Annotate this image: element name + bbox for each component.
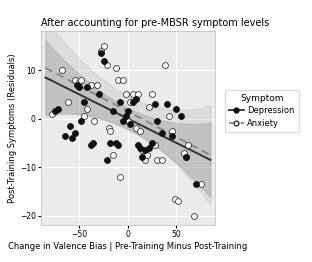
Point xyxy=(125,109,130,113)
Point xyxy=(79,119,84,123)
Point xyxy=(82,100,87,104)
Point xyxy=(150,141,155,145)
Point xyxy=(137,146,142,150)
Point xyxy=(127,121,132,125)
Point xyxy=(166,114,171,118)
Point xyxy=(101,58,106,63)
Point xyxy=(169,134,174,138)
Point xyxy=(104,63,109,67)
Point xyxy=(65,100,70,104)
Point xyxy=(153,143,158,148)
Point xyxy=(53,109,58,113)
Point xyxy=(182,150,187,155)
Point xyxy=(135,143,140,148)
Point xyxy=(94,83,99,87)
Point xyxy=(89,83,94,87)
Point xyxy=(75,83,80,87)
Point xyxy=(135,92,140,96)
Point xyxy=(172,196,177,201)
Point xyxy=(69,136,74,140)
Point xyxy=(72,78,77,82)
Point xyxy=(147,146,152,150)
Point xyxy=(56,107,61,111)
Point xyxy=(114,141,119,145)
Point xyxy=(143,158,148,162)
Point xyxy=(120,78,125,82)
Point xyxy=(130,100,135,104)
Legend: Depression, Anxiety: Depression, Anxiety xyxy=(225,90,299,132)
Point xyxy=(104,158,109,162)
Point xyxy=(186,143,191,148)
Point xyxy=(198,182,203,186)
Text: After accounting for pre-MBSR symptom levels: After accounting for pre-MBSR symptom le… xyxy=(41,18,269,28)
Point xyxy=(140,155,145,160)
Point xyxy=(114,66,119,70)
Point xyxy=(127,100,132,104)
Point xyxy=(101,44,106,48)
Point xyxy=(118,100,123,104)
Point xyxy=(111,153,116,157)
Point xyxy=(90,141,95,145)
Point xyxy=(106,126,111,130)
Point xyxy=(137,129,142,133)
Point xyxy=(176,199,181,203)
Point xyxy=(125,119,130,123)
Point xyxy=(96,92,101,96)
Point xyxy=(62,134,67,138)
Point xyxy=(147,105,152,109)
X-axis label: Change in Valence Bias | Pre-Training Minus Post-Training: Change in Valence Bias | Pre-Training Mi… xyxy=(8,242,247,251)
Point xyxy=(133,126,138,130)
Point xyxy=(77,85,82,89)
Point xyxy=(111,109,116,113)
Point xyxy=(108,129,113,133)
Point xyxy=(154,119,159,123)
Point xyxy=(133,97,138,101)
Point xyxy=(145,153,150,157)
Point xyxy=(98,49,103,53)
Point xyxy=(98,51,103,55)
Point xyxy=(77,80,82,84)
Point xyxy=(116,143,121,148)
Point xyxy=(169,129,174,133)
Point xyxy=(164,102,169,106)
Point xyxy=(50,112,55,116)
Point xyxy=(140,148,145,152)
Point xyxy=(153,102,158,106)
Point xyxy=(130,92,135,96)
Point xyxy=(72,131,77,135)
Point xyxy=(159,158,164,162)
Point xyxy=(59,68,64,72)
Point xyxy=(174,107,179,111)
Point xyxy=(162,63,167,67)
Y-axis label: Post-Training Symptoms (Residuals): Post-Training Symptoms (Residuals) xyxy=(8,53,17,203)
Point xyxy=(150,92,155,96)
Point xyxy=(143,148,148,152)
Point xyxy=(108,141,113,145)
Point xyxy=(91,119,96,123)
Point xyxy=(67,124,72,128)
Point xyxy=(184,155,189,160)
Point xyxy=(124,92,129,96)
Point xyxy=(118,175,123,179)
Point xyxy=(154,158,159,162)
Point xyxy=(82,114,87,118)
Point xyxy=(192,214,197,218)
Point xyxy=(85,85,90,89)
Point xyxy=(89,143,94,148)
Point xyxy=(184,155,189,160)
Point xyxy=(124,114,129,118)
Point xyxy=(179,114,184,118)
Point xyxy=(85,107,90,111)
Point xyxy=(79,78,84,82)
Point xyxy=(159,131,164,135)
Point xyxy=(116,78,121,82)
Point xyxy=(120,119,125,123)
Point xyxy=(193,182,198,186)
